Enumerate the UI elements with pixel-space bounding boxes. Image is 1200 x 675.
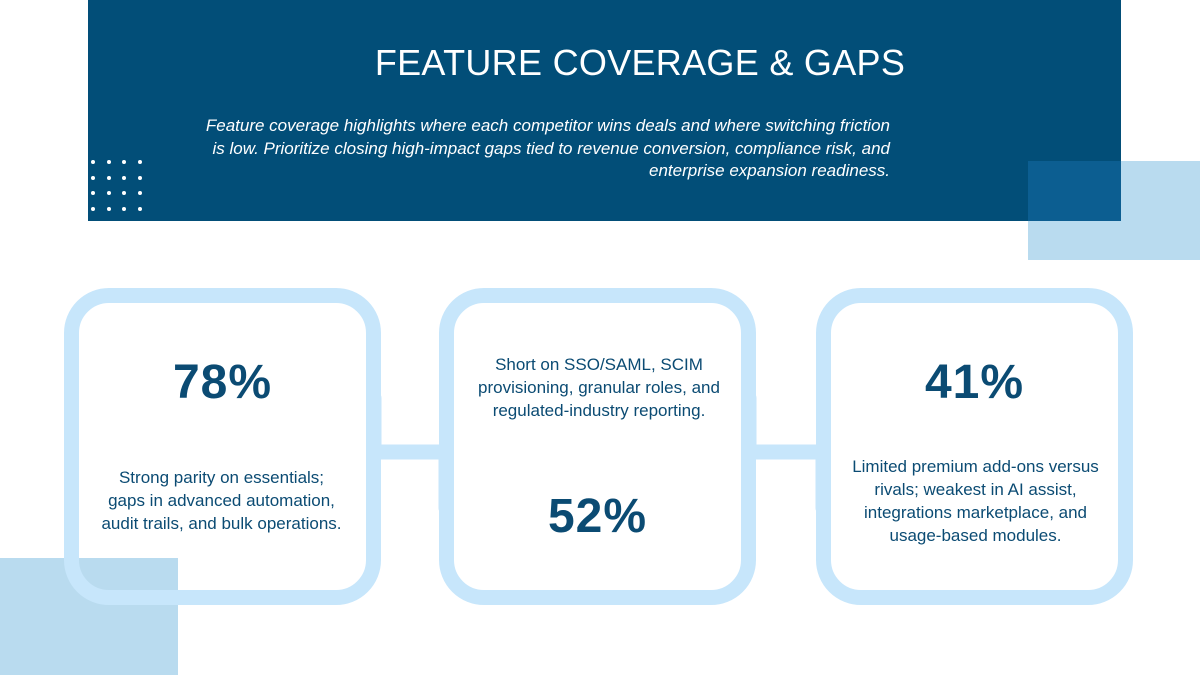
stat-description: Limited premium add-ons versus rivals; w… (852, 457, 1099, 545)
stat-card-3: 41% Limited premium add-ons versus rival… (816, 288, 1133, 605)
stat-card-2: Short on SSO/SAML, SCIM provisioning, gr… (439, 288, 756, 605)
page-subtitle: Feature coverage highlights where each c… (205, 116, 890, 180)
stat-description: Strong parity on essentials; gaps in adv… (101, 468, 342, 533)
stat-description: Short on SSO/SAML, SCIM provisioning, gr… (478, 355, 720, 420)
stat-value: 78% (172, 356, 273, 409)
header-overlap-accent (1028, 161, 1121, 221)
dot-grid-decoration (91, 160, 142, 211)
connector-1-2 (366, 390, 454, 516)
page-title: FEATURE COVERAGE & GAPS (374, 42, 906, 83)
stat-value: 41% (924, 356, 1025, 409)
header-banner (88, 0, 1121, 221)
stat-value: 52% (547, 490, 648, 543)
stat-card-1: 78% Strong parity on essentials; gaps in… (64, 288, 381, 605)
connector-2-3 (741, 390, 831, 516)
